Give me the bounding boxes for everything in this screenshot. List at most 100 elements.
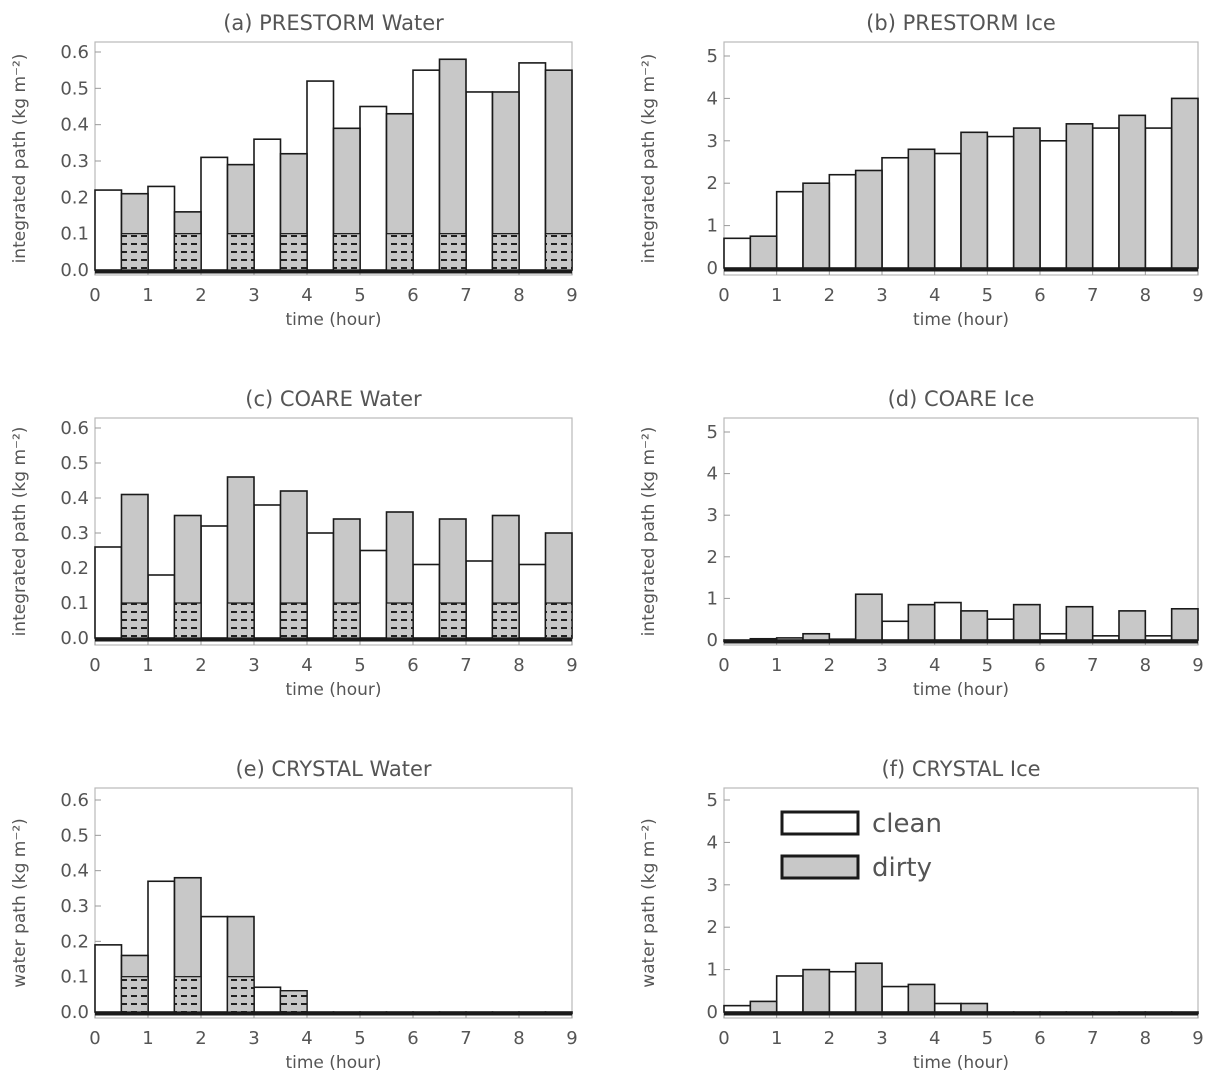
x-axis-label: time (hour)	[913, 1053, 1009, 1073]
x-tick-label: 6	[1034, 1028, 1045, 1049]
bar-clean	[1144, 635, 1173, 641]
y-tick-label: 0.4	[60, 488, 89, 509]
bar-clean	[94, 189, 123, 271]
x-tick-label: 0	[718, 655, 729, 676]
x-tick-label: 2	[824, 655, 835, 676]
bar-clean	[723, 1004, 752, 1013]
x-tick-label: 6	[1034, 285, 1045, 306]
y-tick-label: 0	[707, 258, 718, 279]
panel-title: (a) PRESTORM Water	[223, 11, 444, 35]
bar-clean	[253, 138, 282, 271]
x-tick-label: 2	[195, 285, 206, 306]
bar-clean	[200, 525, 229, 639]
bar-dirty-hatched	[491, 602, 520, 639]
y-tick-label: 3	[707, 505, 718, 526]
plot-frame	[94, 787, 573, 1019]
y-tick-label: 0.2	[60, 187, 89, 208]
x-tick-label: 3	[876, 285, 887, 306]
bar-dirty-hatched	[385, 233, 414, 271]
y-tick-label: 4	[707, 832, 718, 853]
legend-swatch-dirty	[780, 854, 860, 880]
bar-dirty-hatched	[226, 976, 255, 1013]
y-axis-label: integrated path (kg m⁻²)	[10, 54, 30, 264]
plot-frame	[723, 787, 1199, 1019]
y-tick-label: 0.0	[60, 260, 89, 281]
y-tick-label: 0.2	[60, 558, 89, 579]
y-tick-label: 5	[707, 46, 718, 67]
panel-title: (e) CRYSTAL Water	[235, 757, 431, 781]
bar-clean	[1144, 127, 1173, 269]
bar-dirty-hatched	[438, 602, 467, 639]
bar-clean	[306, 80, 335, 271]
bar-dirty	[802, 182, 831, 269]
bar-clean	[200, 915, 229, 1013]
bar-dirty	[907, 603, 936, 641]
bar-clean	[147, 574, 176, 639]
bar-dirty-hatched	[226, 233, 255, 271]
bar-clean	[147, 880, 176, 1013]
x-axis-label: time (hour)	[285, 680, 381, 700]
y-tick-label: 0.5	[60, 78, 89, 99]
bar-clean	[306, 532, 335, 639]
x-axis-label: time (hour)	[913, 310, 1009, 330]
panel-title: (d) COARE Ice	[888, 387, 1035, 411]
bar-dirty-hatched	[279, 990, 308, 1013]
bar-clean	[933, 1002, 962, 1013]
x-axis-label: time (hour)	[913, 680, 1009, 700]
bar-dirty-hatched	[332, 602, 361, 639]
x-axis-label: time (hour)	[285, 310, 381, 330]
y-tick-label: 0.1	[60, 224, 89, 245]
x-tick-label: 9	[566, 1028, 577, 1049]
y-tick-label: 1	[707, 216, 718, 237]
x-tick-label: 8	[513, 655, 524, 676]
x-tick-label: 8	[513, 285, 524, 306]
x-tick-label: 7	[1087, 285, 1098, 306]
y-tick-label: 5	[707, 422, 718, 443]
x-tick-label: 3	[876, 655, 887, 676]
y-tick-label: 4	[707, 88, 718, 109]
panel-f: (f) CRYSTAL Ice 0 1 2 3 4 5 0 1 2 3 4 5 6 7 8 9 time (hou…	[639, 757, 1204, 1073]
bar-clean	[1039, 632, 1068, 641]
y-axis-label: water path (kg m⁻²)	[10, 818, 30, 988]
bar-dirty	[907, 148, 936, 269]
bar-clean	[828, 970, 857, 1013]
x-tick-label: 4	[929, 1028, 940, 1049]
y-axis-label: integrated path (kg m⁻²)	[10, 427, 30, 637]
x-tick-label: 1	[142, 1028, 153, 1049]
bar-dirty	[749, 235, 778, 269]
x-tick-label: 0	[718, 285, 729, 306]
bar-dirty-hatched	[173, 602, 202, 639]
x-tick-label: 8	[1140, 285, 1151, 306]
x-tick-label: 0	[718, 1028, 729, 1049]
y-tick-label: 0.3	[60, 896, 89, 917]
bar-dirty-hatched	[226, 602, 255, 639]
bar-clean	[412, 69, 441, 271]
y-tick-label: 3	[707, 131, 718, 152]
bar-clean	[933, 601, 962, 641]
panel-e: (e) CRYSTAL Water 0.0 0.1 0.2 0.3 0.4 0.5 0.6 0 1…	[10, 757, 578, 1073]
panel-title: (b) PRESTORM Ice	[866, 11, 1056, 35]
bar-clean	[723, 237, 752, 269]
plot-frame	[94, 417, 573, 646]
x-tick-label: 1	[142, 655, 153, 676]
bar-dirty	[749, 637, 778, 642]
legend-label-clean: clean	[872, 809, 942, 839]
bar-clean	[359, 549, 388, 639]
panel-b: (b) PRESTORM Ice 0 1 2 3 4 5 0 1 2 3 4 5 6 7 8 9 time (ho…	[639, 11, 1204, 330]
x-tick-label: 5	[982, 1028, 993, 1049]
y-tick-label: 0.0	[60, 628, 89, 649]
x-tick-label: 1	[771, 1028, 782, 1049]
y-tick-label: 3	[707, 875, 718, 896]
legend-label-dirty: dirty	[872, 853, 932, 883]
bar-dirty	[1170, 607, 1199, 641]
bar-dirty	[854, 962, 883, 1013]
y-tick-label: 5	[707, 790, 718, 811]
y-tick-label: 2	[707, 917, 718, 938]
x-tick-label: 4	[301, 285, 312, 306]
plot-frame	[723, 417, 1199, 646]
y-tick-label: 0.1	[60, 593, 89, 614]
y-tick-label: 2	[707, 173, 718, 194]
x-tick-label: 3	[876, 1028, 887, 1049]
panel-title: (f) CRYSTAL Ice	[881, 757, 1040, 781]
bar-clean	[881, 620, 910, 641]
